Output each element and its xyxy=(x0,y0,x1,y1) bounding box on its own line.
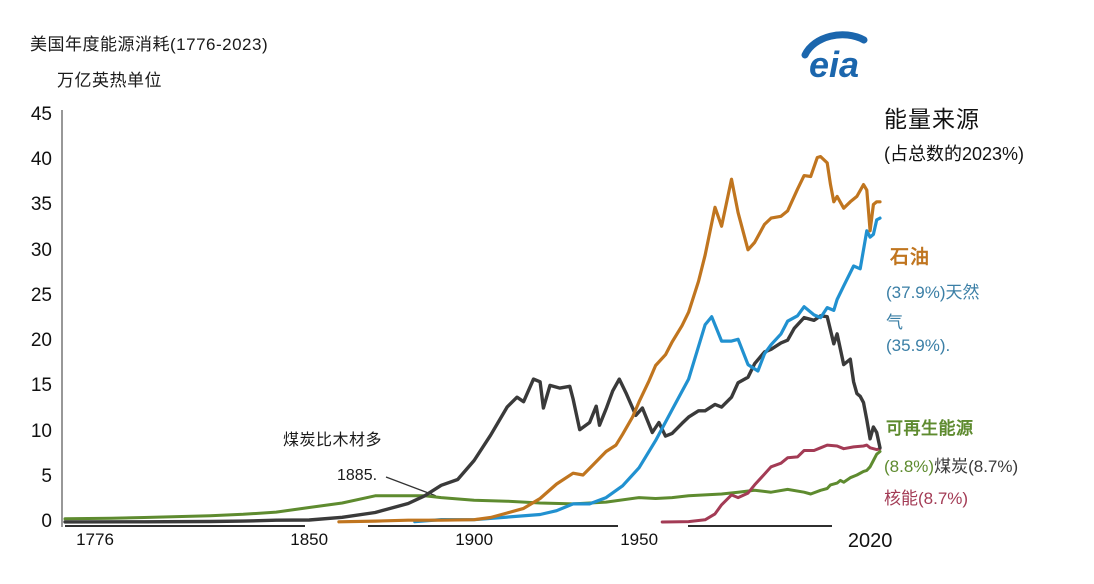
legend-nuclear-label: 核能(8.7%) xyxy=(884,489,969,508)
x-tick-label-1900: 1900 xyxy=(455,530,494,549)
x-tick-label-1950: 1950 xyxy=(620,530,659,549)
y-tick-label-5: 5 xyxy=(41,465,52,487)
eia-logo: eia xyxy=(798,28,874,86)
legend-gas-line1: (37.9%)天然 xyxy=(886,283,980,302)
y-tick-label-35: 35 xyxy=(30,194,52,216)
annotation-year-1885: 1885. xyxy=(337,467,378,484)
eia-logo-text: eia xyxy=(809,44,859,85)
y-tick-label-45: 45 xyxy=(30,104,52,125)
legend-title: 能量来源 xyxy=(884,106,980,132)
y-tick-label-40: 40 xyxy=(30,149,52,171)
x-tick-label-2020: 2020 xyxy=(847,530,893,552)
eia-logo-swoosh xyxy=(801,31,868,59)
legend-renewables-label: 可再生能源 xyxy=(886,419,974,438)
x-tick-label-1776: 1776 xyxy=(76,530,114,549)
legend-petroleum-label: 石油 xyxy=(890,247,931,268)
y-tick-label-10: 10 xyxy=(30,420,52,442)
y-tick-label-30: 30 xyxy=(30,239,52,261)
legend-subtitle: (占总数的2023%) xyxy=(884,144,1025,164)
y-tick-label-25: 25 xyxy=(30,284,52,306)
legend-renewables-coal-line: (8.8%)煤炭(8.7%) xyxy=(884,452,1018,477)
y-tick-label-15: 15 xyxy=(30,375,52,397)
y-tick-label-20: 20 xyxy=(30,330,52,352)
series-line-natural-gas xyxy=(413,216,882,524)
y-tick-label-0: 0 xyxy=(41,511,52,532)
chart-title: 美国年度能源消耗(1776-2023) xyxy=(30,35,269,54)
annotation-coal-exceeds-wood: 煤炭比木材多 xyxy=(283,432,383,449)
legend-renewables-pct: (8.8%) xyxy=(884,457,935,476)
series-line-renewables xyxy=(63,450,882,521)
legend-coal-label: 煤炭(8.7%) xyxy=(934,457,1019,476)
series-line-nuclear xyxy=(660,443,882,524)
x-tick-label-1850: 1850 xyxy=(290,530,329,549)
series-line-petroleum xyxy=(337,155,882,524)
chart-y-axis-unit-label: 万亿英热单位 xyxy=(57,71,162,90)
legend-gas-line2: 气 xyxy=(886,313,903,332)
eia-logo-graphic: eia xyxy=(801,31,868,85)
series-line-coal xyxy=(63,314,882,524)
legend-gas-line3: (35.9%). xyxy=(886,336,951,355)
